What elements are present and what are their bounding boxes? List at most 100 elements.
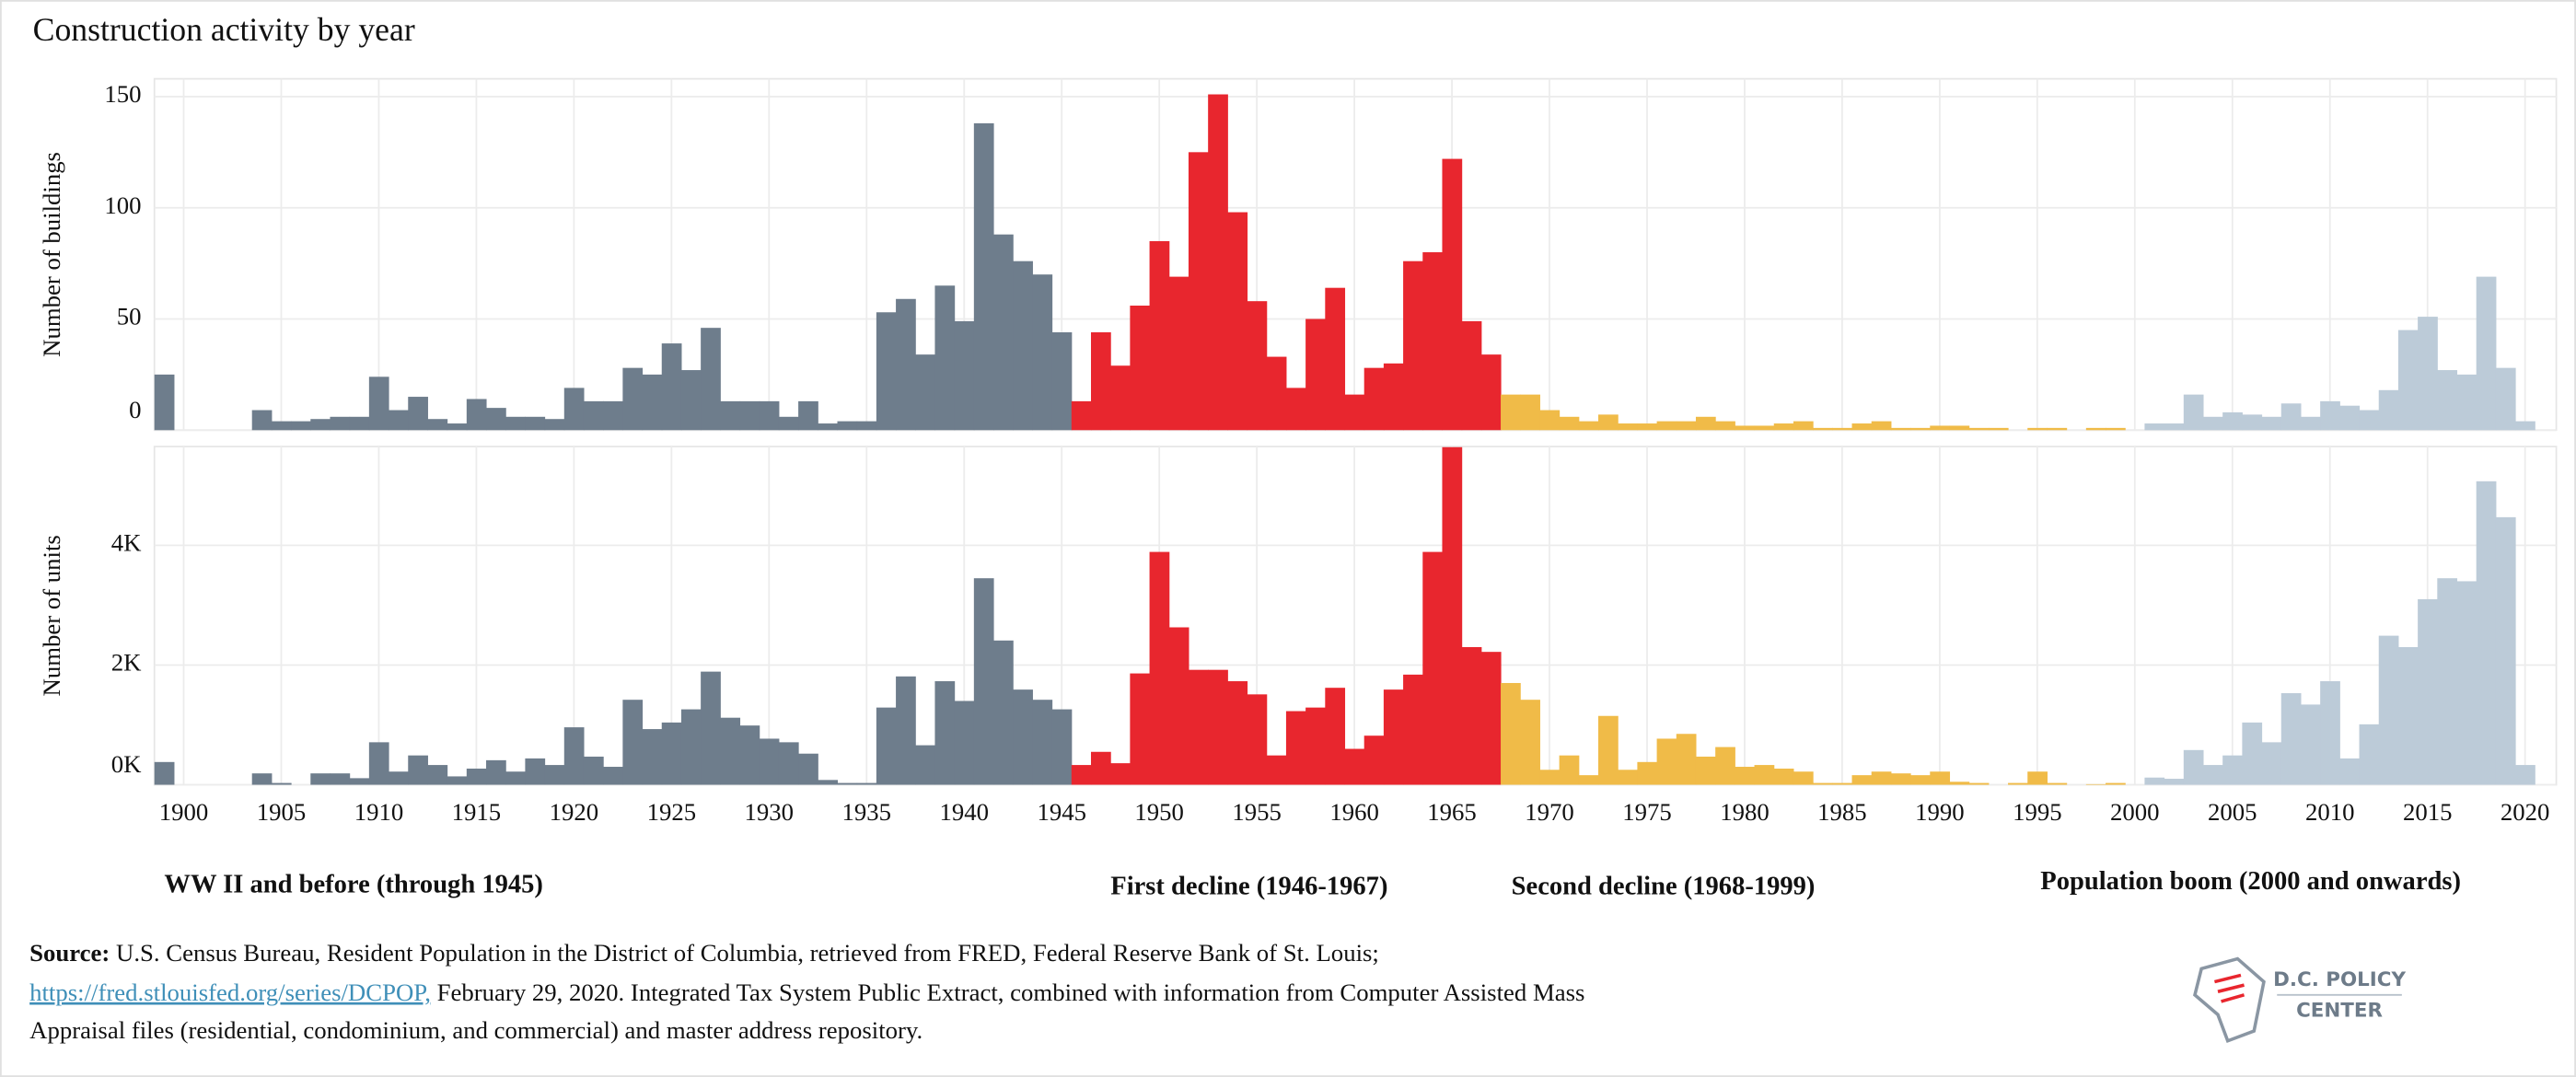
x-tick-label: 1975 — [1622, 798, 1672, 826]
bar — [447, 776, 468, 785]
logo-stroke — [2213, 973, 2242, 984]
bar — [1949, 425, 1970, 431]
bar — [1539, 410, 1561, 431]
bar — [1813, 782, 1833, 785]
bar — [2164, 779, 2185, 785]
bar — [1910, 427, 1931, 431]
bar — [2047, 427, 2068, 431]
x-tick-label: 2005 — [2208, 798, 2257, 826]
bar — [2359, 724, 2380, 785]
bar — [1442, 446, 1463, 785]
bar — [1598, 414, 1619, 431]
bar — [661, 722, 682, 785]
bar — [622, 700, 644, 785]
bar — [2280, 693, 2302, 785]
bar — [2515, 765, 2535, 785]
bar — [954, 701, 975, 785]
bar — [2418, 317, 2438, 431]
bar — [310, 773, 331, 785]
bar — [1813, 427, 1833, 431]
bar — [973, 578, 994, 785]
bar — [2515, 421, 2535, 431]
x-tick-label: 1970 — [1525, 798, 1574, 826]
bar — [1480, 652, 1502, 785]
bar — [1051, 331, 1073, 431]
x-tick-label: 1900 — [159, 798, 209, 826]
source-text: U.S. Census Bureau, Resident Population … — [116, 939, 1379, 967]
bar — [1773, 768, 1794, 785]
x-tick-label: 1995 — [2013, 798, 2062, 826]
bar — [856, 782, 877, 785]
bar — [818, 780, 839, 785]
bar — [2242, 414, 2263, 431]
bar — [466, 768, 487, 785]
bar — [1227, 212, 1248, 431]
bar — [271, 782, 292, 785]
bar — [759, 400, 780, 431]
bar — [1598, 715, 1619, 785]
bar — [993, 640, 1014, 785]
bar — [1305, 707, 1326, 785]
bar — [603, 400, 623, 431]
bar — [1578, 421, 1599, 431]
bar — [1656, 738, 1677, 785]
bar — [798, 753, 818, 785]
bar — [1890, 773, 1911, 785]
bar — [1539, 770, 1561, 785]
bar — [1480, 354, 1502, 431]
bar — [1403, 674, 1423, 785]
bar — [1422, 252, 1444, 431]
bar — [427, 419, 448, 431]
bar — [720, 400, 741, 431]
x-tick-label: 1925 — [647, 798, 697, 826]
bar — [1559, 755, 1580, 785]
bar — [1949, 782, 1970, 785]
bar — [2378, 635, 2399, 785]
bar — [1051, 709, 1073, 785]
logo-text: CENTER — [2296, 1000, 2383, 1023]
bar — [389, 771, 409, 785]
bar — [544, 419, 565, 431]
bar — [1851, 423, 1873, 431]
y-tick-label: 0K — [111, 750, 142, 778]
x-tick-label: 1965 — [1427, 798, 1477, 826]
bar — [1149, 240, 1170, 431]
bar — [954, 320, 975, 431]
bar — [1305, 318, 1326, 431]
bar — [505, 416, 526, 431]
bar — [583, 400, 604, 431]
source-text: Appraisal files (residential, condominiu… — [29, 1016, 922, 1044]
y-tick-label: 150 — [104, 80, 141, 108]
bar — [2085, 427, 2106, 431]
bar — [427, 765, 448, 785]
bar — [525, 416, 546, 431]
bar — [1890, 427, 1911, 431]
bar — [2027, 771, 2048, 785]
bar — [701, 671, 721, 785]
bar — [2320, 400, 2340, 431]
bar — [2183, 394, 2204, 431]
bar — [2320, 681, 2340, 785]
source-link[interactable]: https://fred.stlouisfed.org/series/DCPOP… — [29, 979, 431, 1006]
bar — [1754, 765, 1775, 785]
y-tick-label: 100 — [104, 191, 141, 219]
bar — [1910, 775, 1931, 785]
bar — [2106, 782, 2126, 785]
bar — [2339, 758, 2361, 785]
bar — [876, 707, 897, 785]
bar — [2456, 581, 2477, 785]
bar — [876, 312, 897, 431]
bar — [2202, 416, 2223, 431]
era-label: WW II and before (through 1945) — [164, 871, 542, 899]
bar — [2027, 427, 2048, 431]
bar — [2476, 276, 2497, 431]
bar — [1618, 770, 1638, 785]
bar — [1871, 771, 1892, 785]
bar — [837, 782, 858, 785]
x-tick-label: 1940 — [939, 798, 989, 826]
logo-text: D.C. POLICY — [2273, 968, 2406, 991]
source-text: February 29, 2020. Integrated Tax System… — [437, 979, 1585, 1006]
y-tick-label: 2K — [111, 649, 142, 677]
logo-stroke — [2217, 983, 2245, 993]
